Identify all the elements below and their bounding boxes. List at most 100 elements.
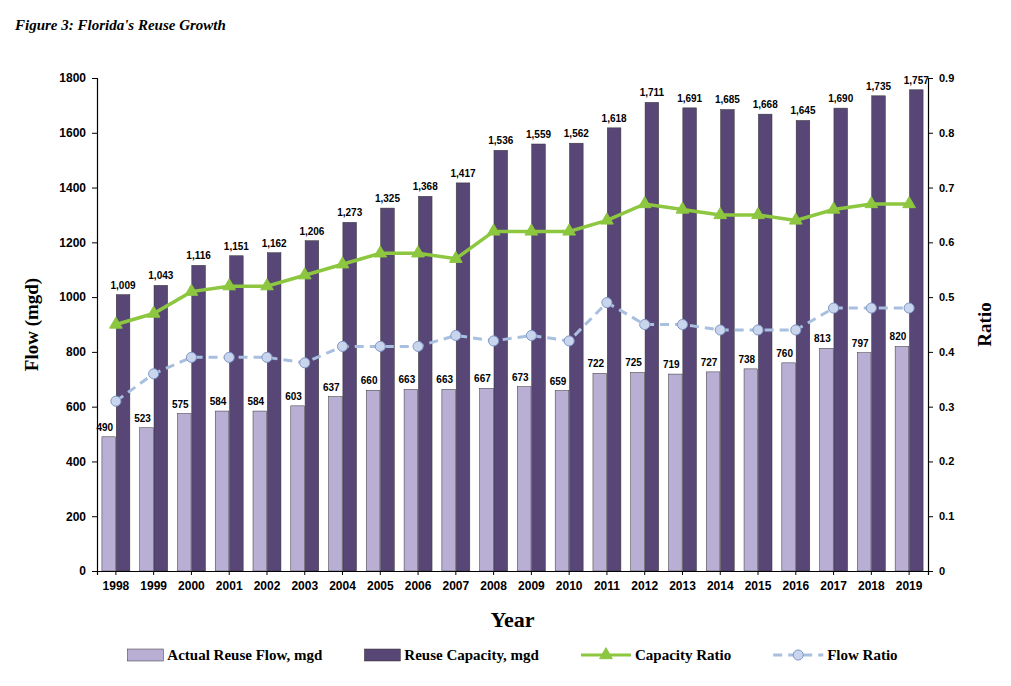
tick-label: 0.5	[939, 291, 954, 303]
bar	[192, 265, 206, 571]
data-label: 490	[96, 422, 113, 433]
tick: 0.9	[928, 72, 954, 84]
bar	[683, 108, 697, 571]
bar	[140, 428, 154, 571]
tick-mark	[92, 407, 97, 408]
axis-line	[98, 572, 929, 576]
bar	[820, 348, 834, 571]
tick: 2015	[745, 571, 772, 593]
bar	[343, 222, 357, 571]
tick: 1998	[103, 571, 130, 593]
bar	[834, 108, 848, 571]
data-label: 523	[134, 413, 151, 424]
chart: Figure 3: Florida's Reuse Growth49052357…	[0, 0, 1011, 686]
bar	[909, 90, 923, 571]
bar	[154, 285, 168, 571]
marker	[224, 352, 234, 362]
tick-label: 2000	[178, 579, 205, 593]
marker	[412, 246, 425, 257]
tick-label: 2007	[442, 579, 469, 593]
marker	[449, 251, 462, 262]
tick-mark	[92, 188, 97, 189]
data-label: 575	[172, 399, 189, 410]
data-label: 1,151	[224, 241, 249, 252]
data-label: 603	[285, 391, 302, 402]
axis: 020040060080010001200140016001800	[59, 71, 97, 578]
tick: 0	[928, 565, 945, 577]
tick-mark	[455, 571, 456, 575]
bar	[177, 414, 191, 571]
bar	[758, 114, 772, 571]
bar	[404, 389, 418, 571]
tick-label: 1999	[140, 579, 167, 593]
tick: 2003	[291, 571, 318, 593]
data-label: 584	[247, 396, 264, 407]
data-label: 1,685	[715, 94, 740, 105]
tick-label: 0.7	[939, 182, 954, 194]
tick-label: 2013	[669, 579, 696, 593]
data-label: 725	[625, 357, 642, 368]
tick-label: 2006	[405, 579, 432, 593]
marker	[111, 396, 121, 406]
bar	[366, 390, 380, 571]
tick-mark	[795, 571, 796, 575]
tick-mark	[342, 571, 343, 575]
marker	[753, 325, 763, 335]
bar	[593, 373, 607, 571]
bar	[267, 253, 281, 571]
tick-mark	[229, 571, 230, 575]
axis-title: Year	[491, 607, 535, 632]
marker	[677, 319, 687, 329]
tick-mark	[644, 571, 645, 575]
tick: 800	[66, 345, 97, 359]
marker	[526, 330, 536, 340]
tick-label: 0.1	[939, 510, 954, 522]
tick-label: 2014	[707, 579, 734, 593]
tick-label: 2004	[329, 579, 356, 593]
tick-mark	[928, 516, 933, 517]
tick-label: 2009	[518, 579, 545, 593]
axis: 00.10.20.30.40.50.60.70.80.9	[928, 72, 955, 577]
data-label: 813	[814, 333, 831, 344]
legend-label: Actual Reuse Flow, mgd	[167, 647, 323, 663]
legend-item: Reuse Capacity, mgd	[364, 647, 539, 663]
tick-label: 2002	[254, 579, 281, 593]
marker	[337, 341, 347, 351]
tick-label: 1600	[59, 126, 86, 140]
tick: 1200	[59, 236, 97, 250]
bar	[872, 96, 886, 571]
marker	[714, 208, 727, 219]
tick-mark	[493, 571, 494, 575]
tick-mark	[928, 297, 933, 298]
marker	[413, 341, 423, 351]
bar	[631, 372, 645, 571]
bar	[230, 256, 244, 571]
legend-label: Capacity Ratio	[635, 647, 731, 663]
tick-label: 2015	[745, 579, 772, 593]
tick-label: 2008	[480, 579, 507, 593]
bar	[532, 144, 546, 571]
tick-mark	[682, 571, 683, 575]
tick: 2001	[216, 571, 243, 593]
bar	[253, 411, 267, 571]
data-label: 1,690	[828, 93, 853, 104]
axis-line	[929, 79, 934, 572]
marker	[262, 352, 272, 362]
tick-mark	[92, 571, 97, 572]
bar	[480, 388, 494, 571]
bar	[291, 406, 305, 571]
tick-mark	[909, 571, 910, 575]
data-label: 1,417	[450, 168, 475, 179]
marker	[791, 325, 801, 335]
tick-mark	[928, 352, 933, 353]
tick: 0.1	[928, 510, 954, 522]
bar	[442, 389, 456, 571]
tick: 2008	[480, 571, 507, 593]
tick-label: 0	[939, 565, 945, 577]
tick: 0.8	[928, 127, 954, 139]
line	[116, 303, 909, 402]
tick-mark	[720, 571, 721, 575]
tick-mark	[928, 78, 933, 79]
data-label: 663	[436, 374, 453, 385]
tick-mark	[871, 571, 872, 575]
